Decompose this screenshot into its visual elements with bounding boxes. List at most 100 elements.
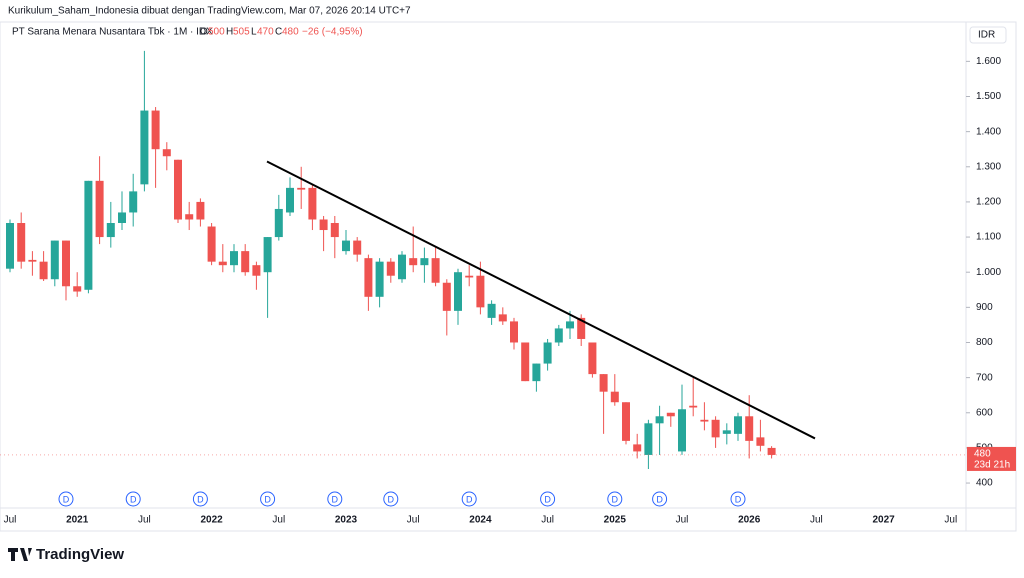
candle-body — [129, 191, 138, 213]
candle-body — [734, 416, 742, 434]
close-value: 480 — [282, 27, 299, 38]
dividend-label: D — [656, 494, 663, 504]
dividend-marker — [607, 491, 623, 507]
candle-body — [297, 187, 306, 190]
candle-body — [319, 219, 328, 231]
dividend-marker — [260, 491, 276, 507]
candle-body — [140, 110, 149, 185]
candle-body — [364, 258, 373, 297]
candle-body — [543, 342, 552, 364]
candle-body — [50, 240, 59, 280]
x-tick-label: 2025 — [604, 515, 627, 526]
high-value: 505 — [233, 27, 250, 38]
candle-body — [353, 240, 362, 255]
x-tick-label: 2021 — [66, 515, 89, 526]
symbol: PT Sarana Menara Nusantara Tbk · 1M · ID… — [12, 27, 213, 38]
candle-body — [39, 261, 48, 280]
dividend-label: D — [466, 494, 473, 504]
candle-body — [252, 265, 261, 276]
candle-body — [745, 416, 754, 441]
candle-body — [218, 261, 227, 266]
open-label: O — [200, 27, 208, 38]
candle-body — [106, 223, 115, 238]
x-tick-label: Jul — [944, 515, 957, 526]
candle-body — [386, 261, 395, 276]
dividend-label: D — [388, 494, 395, 504]
candle-body — [409, 258, 418, 266]
x-tick-label: 2027 — [872, 515, 895, 526]
candle-body — [487, 303, 496, 318]
x-tick-label: Jul — [4, 515, 17, 526]
candle-body — [577, 317, 586, 339]
candle-body — [28, 259, 37, 262]
y-tick-label: 1.000 — [976, 267, 1001, 278]
high-label: H — [226, 27, 233, 38]
candle-body — [196, 201, 205, 220]
candle-body — [498, 314, 507, 322]
candle-body — [207, 226, 216, 262]
dividend-label: D — [130, 494, 137, 504]
candle-body — [454, 272, 462, 311]
candle-body — [666, 412, 675, 417]
x-tick-label: 2022 — [200, 515, 223, 526]
candle-body — [263, 237, 272, 273]
y-tick-label: 1.100 — [976, 232, 1001, 243]
candle-body — [722, 430, 731, 434]
candle-body — [274, 208, 283, 238]
candle-body — [308, 187, 317, 220]
candle-body — [476, 275, 485, 308]
dividend-marker — [383, 491, 399, 507]
candle-body — [95, 180, 104, 238]
dividend-marker — [652, 491, 668, 507]
candle-body — [644, 423, 653, 455]
y-tick-label: 800 — [976, 337, 993, 348]
candle-body — [431, 258, 440, 283]
candle-body — [588, 342, 597, 375]
logo-text: TradingView — [36, 546, 124, 563]
candle-body — [162, 149, 171, 157]
dividend-label: D — [332, 494, 339, 504]
y-tick-label: 1.500 — [976, 91, 1001, 102]
x-tick-label: 2024 — [469, 515, 492, 526]
candle-body — [6, 223, 14, 269]
candle-body — [73, 286, 82, 292]
candle-body — [62, 240, 70, 287]
candle-body — [554, 328, 563, 343]
candle-body — [700, 419, 709, 422]
countdown-label: 23d 21h — [974, 460, 1010, 471]
last-price-label: 480 — [974, 449, 991, 460]
x-tick-label: Jul — [272, 515, 285, 526]
frame — [0, 21, 1017, 532]
dividend-marker — [125, 491, 141, 507]
watermark: Kurikulum_Saham_Indonesia dibuat dengan … — [8, 6, 411, 17]
candle-body — [442, 282, 451, 311]
candle-body — [655, 416, 664, 424]
dividend-label: D — [63, 494, 70, 504]
x-tick-label: Jul — [676, 515, 689, 526]
logo: TradingView — [8, 546, 124, 563]
y-tick-label: 900 — [976, 302, 993, 313]
currency: IDR — [978, 30, 995, 41]
dividend-label: D — [197, 494, 204, 504]
y-tick-label: 1.300 — [976, 161, 1001, 172]
y-tick-label: 700 — [976, 372, 993, 383]
y-tick-label: 1.600 — [976, 56, 1001, 67]
candle-body — [230, 251, 238, 266]
dividend-marker — [461, 491, 477, 507]
open-value: 500 — [208, 27, 225, 38]
candle-body — [510, 321, 518, 343]
x-tick-label: Jul — [541, 515, 554, 526]
candle-body — [678, 409, 686, 452]
candle-body — [375, 261, 384, 297]
y-tick-label: 400 — [976, 478, 993, 489]
candle-body — [174, 159, 182, 220]
candle-body — [689, 405, 698, 408]
candle-body — [633, 444, 642, 452]
candle-body — [185, 214, 194, 220]
candle-body — [286, 187, 294, 213]
candle-body — [84, 180, 93, 290]
last-price-box — [967, 446, 1016, 471]
candle-body — [599, 374, 608, 392]
dividend-label: D — [264, 494, 271, 504]
